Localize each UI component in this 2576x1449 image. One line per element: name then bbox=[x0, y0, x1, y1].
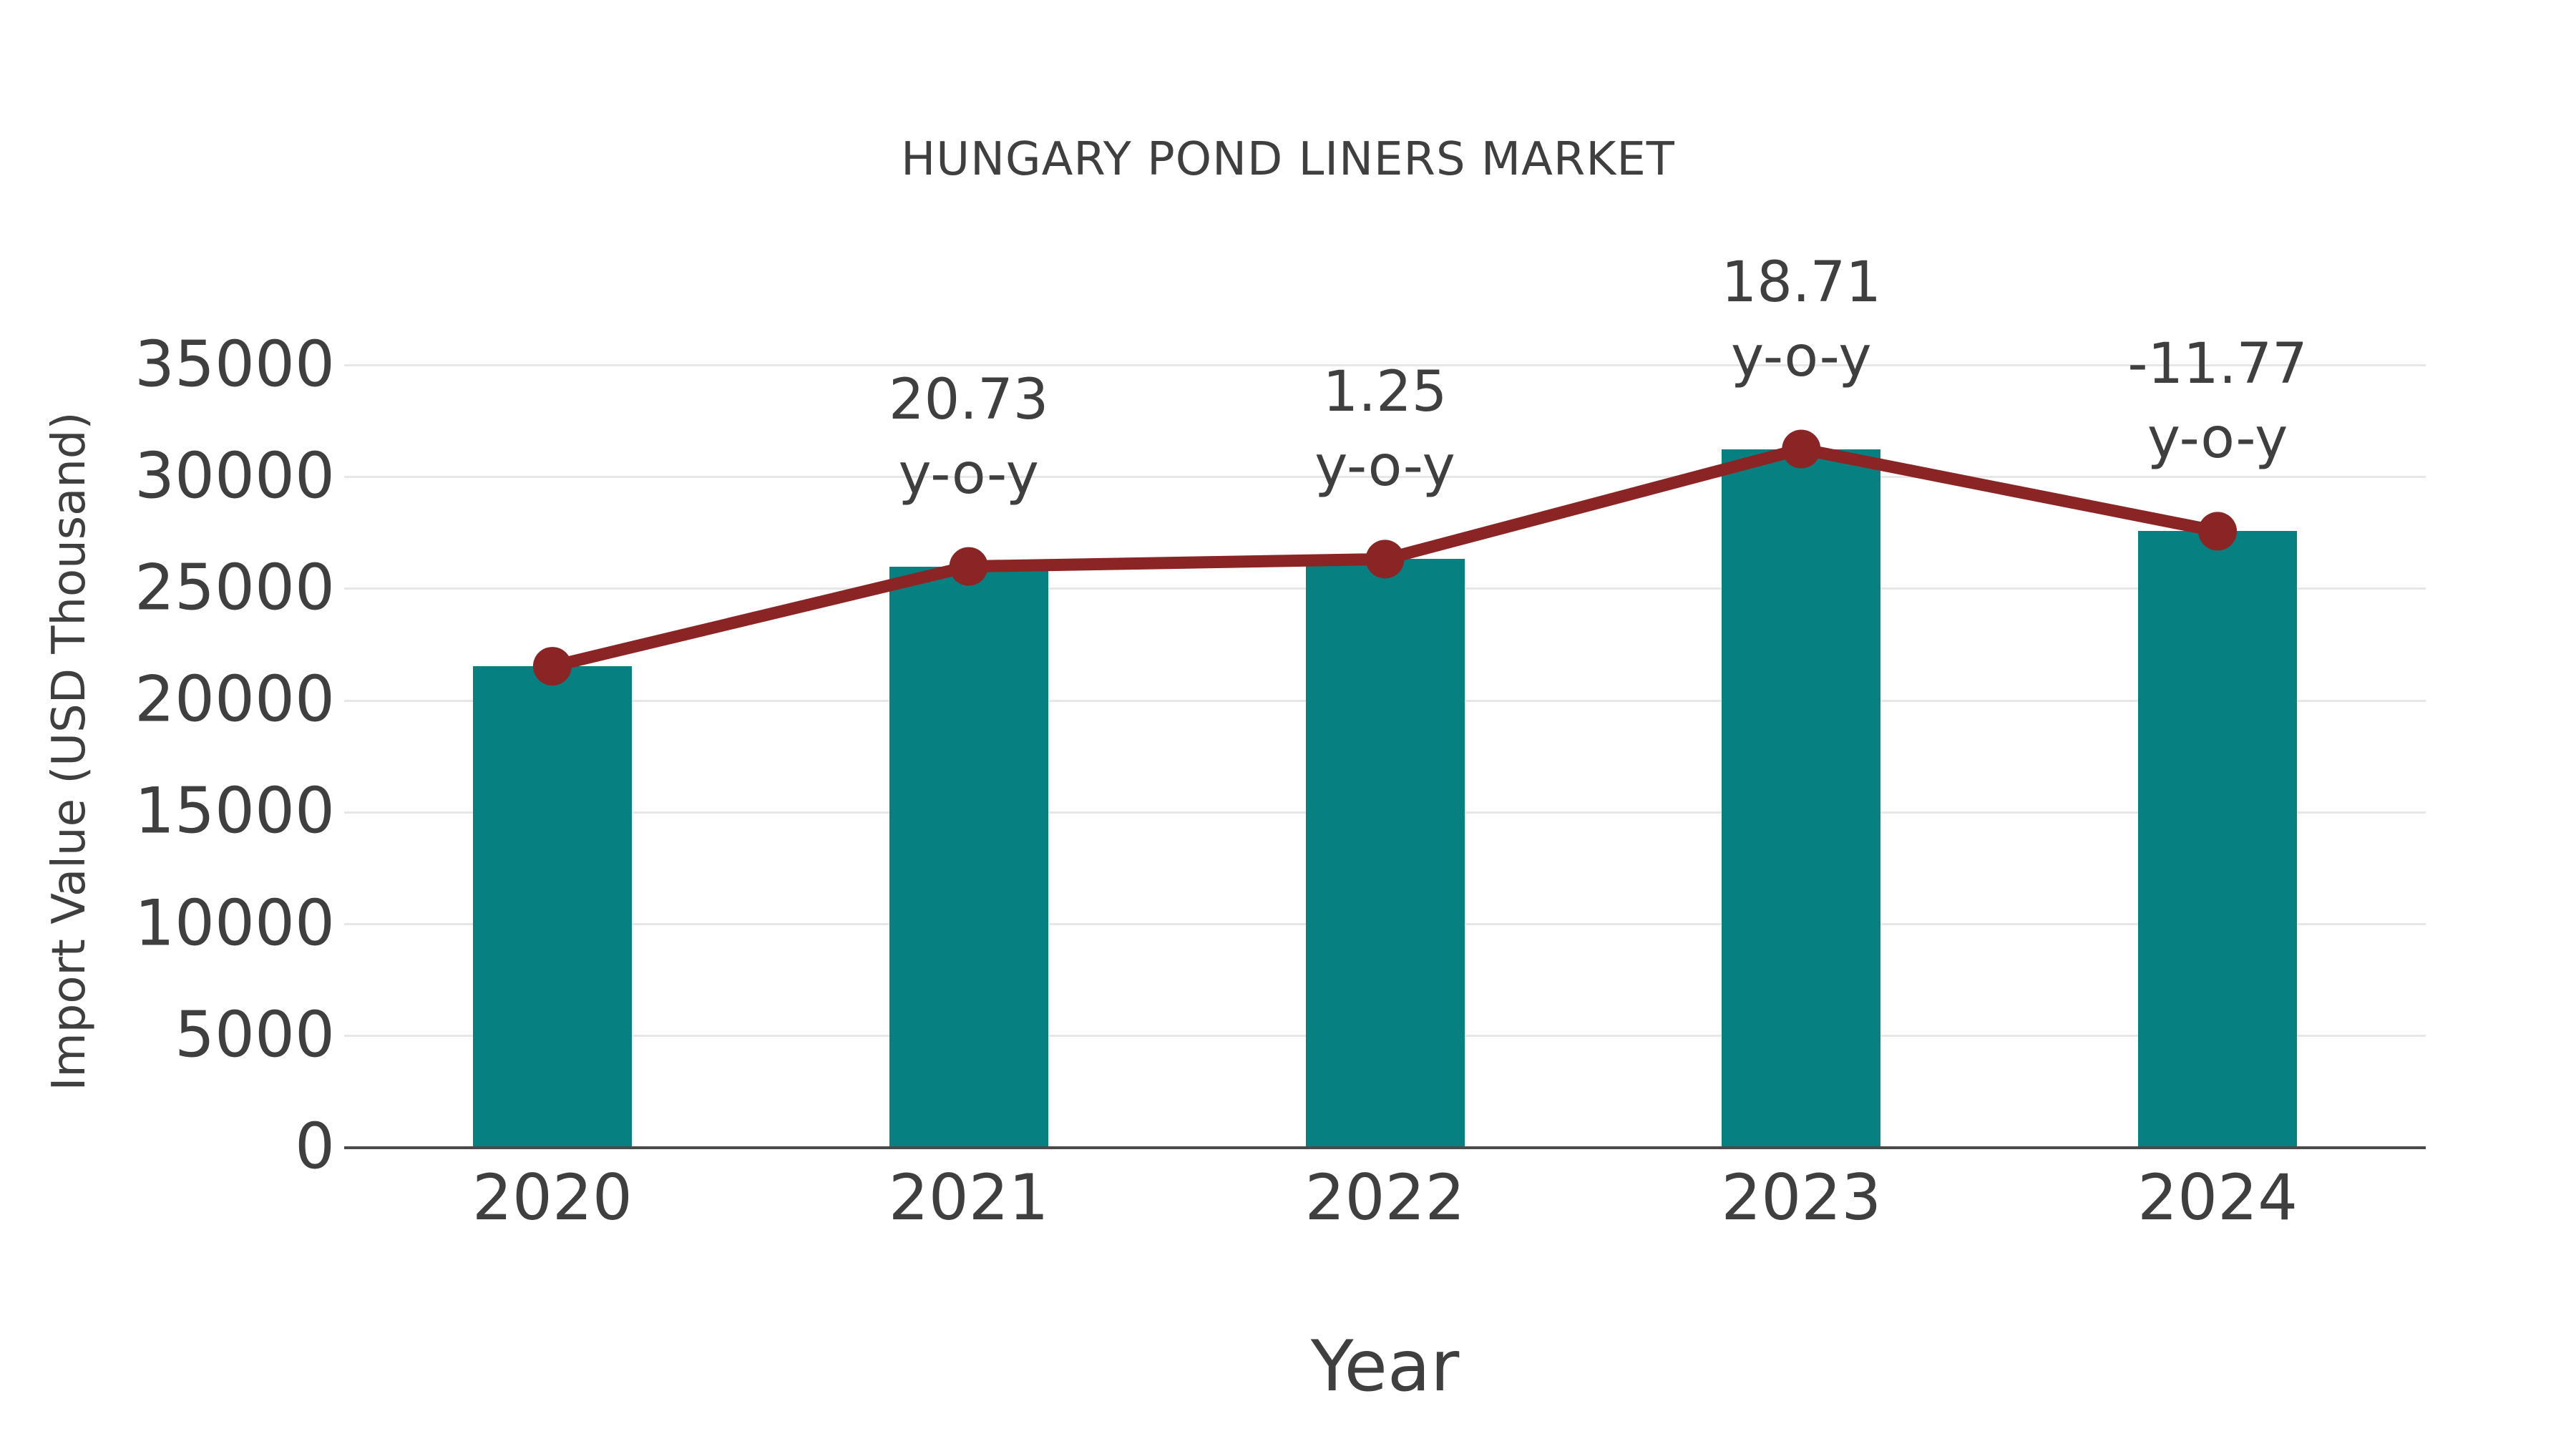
y-tick-0: 0 bbox=[295, 1109, 335, 1184]
yoy-label: y-o-y bbox=[1314, 434, 1455, 499]
marker-2023 bbox=[1782, 429, 1821, 469]
gridline-30000 bbox=[344, 476, 2426, 479]
bar-2020 bbox=[472, 666, 632, 1148]
x-tick-2022: 2022 bbox=[1304, 1161, 1465, 1234]
y-tick-20000: 20000 bbox=[135, 662, 335, 736]
x-axis-line bbox=[344, 1146, 2426, 1149]
y-tick-5000: 5000 bbox=[175, 997, 335, 1072]
x-axis-title: Year bbox=[1310, 1326, 1460, 1407]
y-axis-tick-labels: 0 5000 10000 15000 20000 25000 30000 35000 bbox=[0, 301, 335, 1183]
yoy-value: 20.73 bbox=[889, 367, 1049, 432]
x-tick-2023: 2023 bbox=[1721, 1161, 1882, 1234]
marker-2024 bbox=[2198, 512, 2238, 551]
x-axis-tick-labels: 2020 2021 2022 2023 2024 bbox=[344, 1161, 2426, 1246]
x-tick-2024: 2024 bbox=[2137, 1161, 2298, 1234]
y-tick-15000: 15000 bbox=[135, 774, 335, 848]
yoy-annotation-2022: 1.25 y-o-y bbox=[1314, 355, 1455, 504]
yoy-value: -11.77 bbox=[2127, 332, 2308, 397]
bar-2023 bbox=[1722, 449, 1881, 1148]
x-tick-2021: 2021 bbox=[888, 1161, 1049, 1234]
yoy-trend-line-layer bbox=[532, 429, 2238, 686]
y-tick-10000: 10000 bbox=[135, 886, 335, 960]
yoy-annotation-2024: -11.77 y-o-y bbox=[2127, 327, 2307, 476]
yoy-label: y-o-y bbox=[2147, 406, 2288, 472]
chart-title: HUNGARY POND LINERS MARKET bbox=[901, 133, 1675, 186]
marker-2021 bbox=[949, 547, 988, 586]
marker-2020 bbox=[532, 647, 572, 686]
x-tick-2020: 2020 bbox=[472, 1161, 633, 1234]
marker-2022 bbox=[1365, 540, 1405, 579]
bar-2022 bbox=[1305, 559, 1465, 1148]
y-tick-30000: 30000 bbox=[135, 439, 335, 513]
yoy-value: 1.25 bbox=[1322, 360, 1448, 425]
plot-area: 20.73 y-o-y 1.25 y-o-y 18.71 y-o-y -11.77 y-o-y bbox=[344, 250, 2426, 1149]
yoy-label: y-o-y bbox=[1731, 324, 1872, 389]
bar-2024 bbox=[2138, 531, 2298, 1148]
bar-2021 bbox=[889, 566, 1048, 1148]
yoy-value: 18.71 bbox=[1721, 250, 1881, 315]
y-tick-25000: 25000 bbox=[135, 550, 335, 625]
yoy-annotation-2023: 18.71 y-o-y bbox=[1722, 245, 1881, 394]
yoy-annotation-2021: 20.73 y-o-y bbox=[889, 363, 1048, 512]
yoy-label: y-o-y bbox=[898, 441, 1039, 507]
y-tick-35000: 35000 bbox=[135, 327, 335, 401]
gridline-35000 bbox=[344, 364, 2426, 367]
